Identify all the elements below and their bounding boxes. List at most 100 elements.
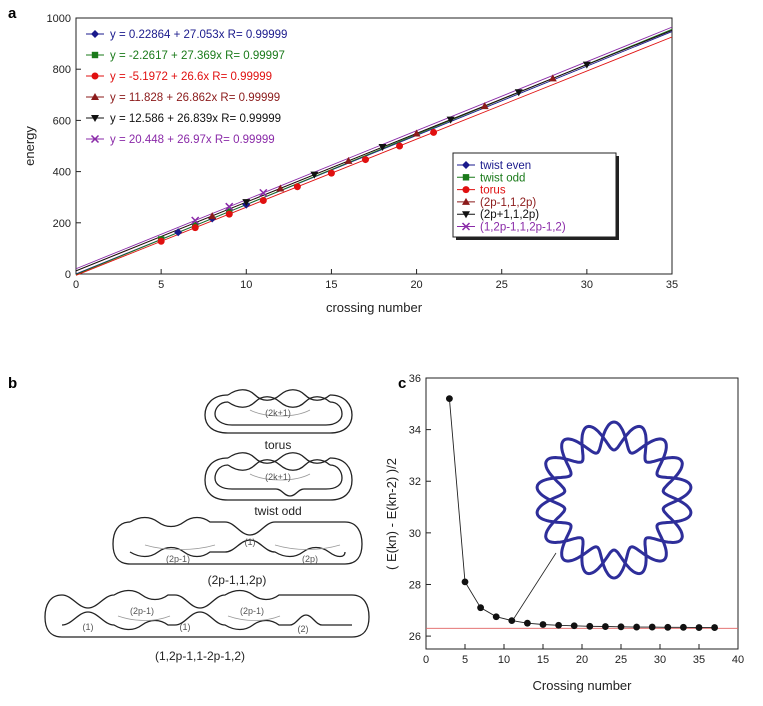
chart-c-points [446, 395, 718, 631]
difference-point [680, 623, 687, 631]
fit-equation: y = 12.586 + 26.839x R= 0.99999 [110, 113, 281, 125]
data-point [514, 89, 523, 97]
torus-sub-label: (2k+1) [265, 408, 291, 418]
family2-outer [44, 594, 370, 638]
fit-line [75, 26, 673, 270]
x-axis-label-c: Crossing number [533, 678, 633, 693]
family2-bracket-a [117, 615, 171, 621]
equation-swatch-marker [91, 115, 99, 122]
x-tick-label-a: 5 [158, 279, 164, 291]
family2-sub-b: (2p-1) [130, 606, 154, 616]
family1-diagram [112, 516, 363, 565]
difference-point [539, 621, 547, 628]
legend-label: torus [480, 185, 506, 197]
data-point [446, 116, 455, 124]
difference-point [524, 619, 531, 627]
legend-swatch-marker [462, 161, 470, 169]
difference-point [586, 622, 594, 630]
data-point [242, 199, 251, 207]
difference-point [570, 622, 578, 630]
x-tick-label-a: 30 [581, 279, 593, 291]
family2-label: (1,2p-1,1-2p-1,2) [155, 649, 245, 663]
family1-sub-c: (2p) [302, 554, 318, 564]
knot-diagrams [44, 389, 370, 638]
data-point [293, 183, 301, 191]
legend-label: twist odd [480, 172, 525, 184]
equation-swatch-marker [91, 72, 99, 80]
fit-equation: y = -2.2617 + 27.369x R= 0.99997 [110, 50, 285, 62]
fit-line [75, 29, 673, 272]
plot-frame-a [75, 17, 673, 275]
family2-diagram [44, 589, 370, 638]
difference-point [617, 623, 625, 631]
family2-sub-a: (1) [83, 622, 94, 632]
difference-point [633, 623, 640, 631]
data-point [276, 184, 285, 192]
y-tick-label-a: 1000 [47, 13, 71, 25]
x-tick-label-a: 25 [496, 279, 508, 291]
data-point [396, 142, 404, 150]
legend-shadow-bottom [456, 237, 619, 240]
panel-label-c: c [398, 375, 406, 392]
energy-chart: 0 5 10 15 20 25 30 35 0 200 400 600 800 1000 y = 0.22… [22, 13, 678, 315]
inset-knot-strand-a [535, 424, 693, 580]
knot-labels: torus (2k+1) twist odd (2k+1) (2p-1,1,2p… [83, 408, 319, 663]
data-point [327, 169, 335, 177]
family2-sub-e: (2) [298, 624, 309, 634]
torus-braid-top [227, 389, 331, 401]
difference-point [664, 623, 672, 631]
family2-bottom [61, 611, 352, 631]
y-tick-label-c: 34 [409, 425, 421, 437]
legend-swatch-marker [461, 222, 471, 231]
family2-sub-d: (2p-1) [240, 606, 264, 616]
equation-swatch-marker [91, 93, 99, 100]
y-tick-label-a: 0 [65, 269, 71, 281]
twist-odd-sub-label: (2k+1) [265, 472, 291, 482]
torus-braid-bottom [227, 396, 331, 408]
chart-a-points [157, 61, 591, 245]
data-point [361, 156, 369, 164]
panel-label-a: a [8, 5, 17, 22]
y-tick-label-c: 28 [409, 579, 421, 591]
data-point [157, 237, 165, 245]
legend-swatch-marker [462, 174, 470, 181]
chart-a-fit-lines [75, 26, 673, 276]
family1-top [129, 516, 345, 536]
twist-odd-label: twist odd [254, 504, 301, 518]
y-axis-label-a: energy [22, 126, 37, 166]
legend-label: twist even [480, 160, 531, 172]
legend-shadow [616, 156, 619, 240]
x-tick-label-c: 20 [576, 654, 588, 666]
legend-swatch-marker [462, 186, 470, 194]
fit-equation: y = 0.22864 + 27.053x R= 0.99999 [110, 29, 287, 41]
legend-label: (1,2p-1,1,2p-1,2) [480, 222, 566, 234]
difference-point [492, 613, 500, 621]
data-point [378, 144, 387, 152]
x-tick-label-a: 0 [73, 279, 79, 291]
twist-odd-braid-bottom [227, 459, 331, 471]
twist-odd-inner [214, 464, 343, 497]
data-point [480, 102, 489, 110]
legend-label: (2p-1,1,2p) [480, 197, 536, 209]
fit-line [75, 36, 673, 276]
inset-knot-strand-b [535, 420, 693, 576]
data-point [191, 224, 199, 232]
x-tick-label-a: 20 [410, 279, 422, 291]
data-point [225, 202, 234, 211]
fit-equation: y = 20.448 + 26.97x R= 0.99999 [110, 134, 275, 146]
equation-swatch-marker [91, 51, 99, 59]
x-tick-label-c: 30 [654, 654, 666, 666]
chart-a-ticks: 0 5 10 15 20 25 30 35 0 200 400 600 800 1000 [47, 13, 679, 291]
torus-knot-diagram [204, 389, 353, 434]
torus-outer-loop [204, 394, 353, 434]
x-tick-label-c: 5 [462, 654, 468, 666]
y-tick-label-a: 800 [53, 64, 71, 76]
difference-point [602, 623, 609, 630]
twist-odd-braid-top [227, 452, 331, 464]
torus-label: torus [265, 438, 292, 452]
data-point [548, 74, 557, 82]
difference-point [446, 395, 453, 403]
x-tick-label-a: 35 [666, 279, 678, 291]
y-tick-label-a: 600 [53, 115, 71, 127]
panel-label-b: b [8, 375, 17, 392]
